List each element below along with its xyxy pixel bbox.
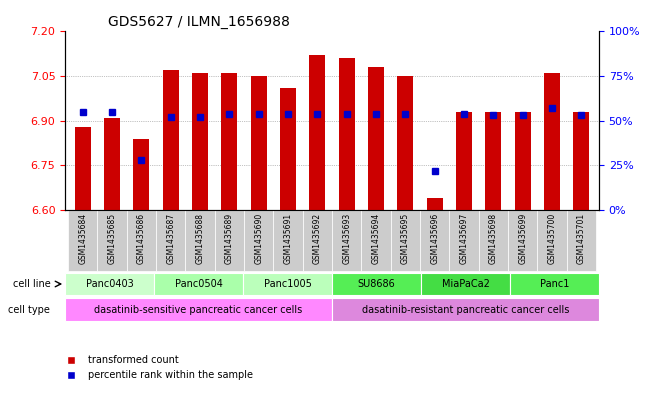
FancyBboxPatch shape — [508, 210, 537, 271]
Text: MiaPaCa2: MiaPaCa2 — [441, 279, 490, 289]
FancyBboxPatch shape — [68, 210, 98, 271]
Text: GSM1435691: GSM1435691 — [284, 213, 292, 264]
FancyBboxPatch shape — [332, 298, 599, 321]
FancyBboxPatch shape — [98, 210, 127, 271]
Bar — [163, 70, 179, 210]
Text: cell line: cell line — [12, 279, 50, 289]
Bar — [339, 58, 355, 210]
Bar — [574, 112, 589, 210]
Text: GSM1435693: GSM1435693 — [342, 213, 351, 264]
Text: GSM1435696: GSM1435696 — [430, 213, 439, 264]
FancyBboxPatch shape — [65, 272, 154, 296]
Text: SU8686: SU8686 — [357, 279, 395, 289]
Text: Panc0403: Panc0403 — [86, 279, 133, 289]
Legend: transformed count, percentile rank within the sample: transformed count, percentile rank withi… — [57, 352, 257, 384]
FancyBboxPatch shape — [361, 210, 391, 271]
FancyBboxPatch shape — [65, 298, 332, 321]
FancyBboxPatch shape — [243, 272, 332, 296]
FancyBboxPatch shape — [332, 210, 361, 271]
Text: dasatinib-sensitive pancreatic cancer cells: dasatinib-sensitive pancreatic cancer ce… — [94, 305, 303, 314]
Text: GSM1435699: GSM1435699 — [518, 213, 527, 264]
FancyBboxPatch shape — [537, 210, 566, 271]
FancyBboxPatch shape — [332, 272, 421, 296]
FancyBboxPatch shape — [273, 210, 303, 271]
FancyBboxPatch shape — [478, 210, 508, 271]
Bar — [221, 73, 238, 210]
Bar — [192, 73, 208, 210]
Text: GSM1435701: GSM1435701 — [577, 213, 586, 264]
FancyBboxPatch shape — [244, 210, 273, 271]
Text: GSM1435700: GSM1435700 — [547, 213, 557, 264]
Bar — [309, 55, 326, 210]
Text: GSM1435689: GSM1435689 — [225, 213, 234, 264]
Text: GSM1435695: GSM1435695 — [401, 213, 410, 264]
FancyBboxPatch shape — [510, 272, 599, 296]
Text: GSM1435688: GSM1435688 — [195, 213, 204, 264]
FancyBboxPatch shape — [420, 210, 449, 271]
Legend:  — [57, 380, 64, 388]
Bar — [456, 112, 472, 210]
Text: GSM1435684: GSM1435684 — [78, 213, 87, 264]
FancyBboxPatch shape — [127, 210, 156, 271]
FancyBboxPatch shape — [303, 210, 332, 271]
Text: Panc1: Panc1 — [540, 279, 569, 289]
FancyBboxPatch shape — [215, 210, 244, 271]
Bar — [280, 88, 296, 210]
Text: GSM1435692: GSM1435692 — [313, 213, 322, 264]
Text: GSM1435685: GSM1435685 — [107, 213, 117, 264]
Text: GSM1435694: GSM1435694 — [372, 213, 380, 264]
Bar — [104, 118, 120, 210]
Text: GSM1435697: GSM1435697 — [460, 213, 469, 264]
Bar — [368, 67, 384, 210]
Text: Panc0504: Panc0504 — [174, 279, 223, 289]
Text: dasatinib-resistant pancreatic cancer cells: dasatinib-resistant pancreatic cancer ce… — [362, 305, 569, 314]
Text: GSM1435690: GSM1435690 — [254, 213, 263, 264]
Bar — [133, 139, 150, 210]
Bar — [514, 112, 531, 210]
Bar — [251, 76, 267, 210]
Bar — [397, 76, 413, 210]
Text: GSM1435686: GSM1435686 — [137, 213, 146, 264]
Text: GSM1435687: GSM1435687 — [166, 213, 175, 264]
FancyBboxPatch shape — [156, 210, 186, 271]
Bar — [75, 127, 90, 210]
Bar — [485, 112, 501, 210]
FancyBboxPatch shape — [421, 272, 510, 296]
Text: Panc1005: Panc1005 — [264, 279, 311, 289]
FancyBboxPatch shape — [154, 272, 243, 296]
FancyBboxPatch shape — [186, 210, 215, 271]
FancyBboxPatch shape — [391, 210, 420, 271]
Text: cell type: cell type — [8, 305, 50, 314]
Text: GSM1435698: GSM1435698 — [489, 213, 498, 264]
FancyBboxPatch shape — [449, 210, 478, 271]
FancyBboxPatch shape — [566, 210, 596, 271]
Text: GDS5627 / ILMN_1656988: GDS5627 / ILMN_1656988 — [108, 15, 290, 29]
Bar — [426, 198, 443, 210]
Bar — [544, 73, 560, 210]
